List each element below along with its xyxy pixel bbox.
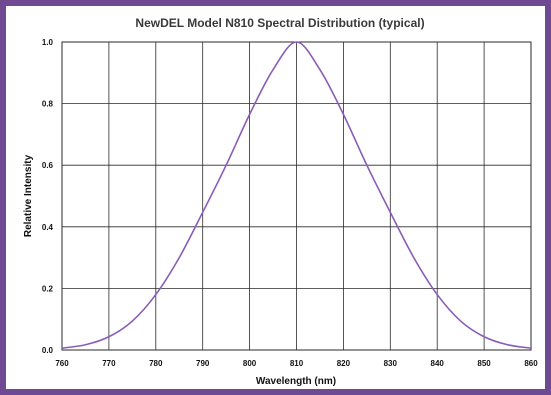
- x-tick-label: 850: [477, 359, 491, 368]
- x-tick-label: 830: [384, 359, 398, 368]
- y-tick-label: 1.0: [42, 38, 54, 47]
- y-tick-label: 0.0: [42, 346, 54, 355]
- x-tick-label: 800: [243, 359, 257, 368]
- y-tick-label: 0.2: [42, 284, 54, 293]
- y-tick-label: 0.8: [42, 100, 54, 109]
- x-tick-label: 770: [102, 359, 116, 368]
- grid: [61, 41, 532, 351]
- x-tick-label: 860: [524, 359, 538, 368]
- x-tick-label: 760: [55, 359, 69, 368]
- x-tick-label: 780: [149, 359, 163, 368]
- x-tick-label: 840: [431, 359, 445, 368]
- spectral-curve: [61, 41, 532, 349]
- x-tick-label: 790: [196, 359, 210, 368]
- y-tick-label: 0.4: [42, 223, 54, 232]
- y-axis-label: Relative Intensity: [23, 154, 34, 237]
- x-axis-label: Wavelength (nm): [256, 376, 336, 387]
- y-tick-label: 0.6: [42, 161, 54, 170]
- chart-title: NewDEL Model N810 Spectral Distribution …: [135, 16, 424, 30]
- x-tick-label: 810: [290, 359, 304, 368]
- x-tick-label: 820: [337, 359, 351, 368]
- tick-labels: 760 770 780 790 800 810 820 830 840 850 860 0.0 0.2 0…: [42, 38, 538, 368]
- series: [61, 41, 532, 349]
